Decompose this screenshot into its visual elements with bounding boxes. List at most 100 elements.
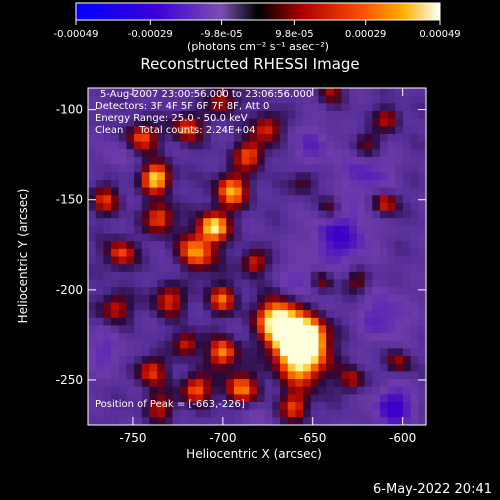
heatmap-cell — [310, 241, 320, 250]
heatmap-cell — [172, 110, 181, 120]
heatmap-cell — [111, 156, 120, 166]
heatmap-cell — [241, 310, 250, 319]
heatmap-cell — [149, 141, 158, 150]
heatmap-cell — [295, 126, 304, 135]
heatmap-cell — [218, 333, 227, 342]
heatmap-cell — [88, 371, 97, 380]
heatmap-cell — [157, 264, 166, 273]
heatmap-cell — [111, 248, 120, 258]
heatmap-cell — [379, 348, 389, 357]
heatmap-cell — [241, 363, 250, 372]
heatmap-cell — [172, 402, 181, 411]
heatmap-cell — [326, 110, 335, 120]
heatmap-cell — [157, 317, 166, 327]
heatmap-cell — [88, 402, 97, 411]
heatmap-cell — [372, 294, 381, 304]
heatmap-cell — [410, 118, 419, 127]
heatmap-cell — [264, 225, 273, 235]
heatmap-cell — [134, 264, 143, 273]
heatmap-cell — [326, 149, 335, 158]
heatmap-cell — [341, 156, 350, 166]
heatmap-cell — [118, 264, 128, 273]
heatmap-cell — [257, 317, 266, 327]
heatmap-cell — [249, 287, 258, 296]
heatmap-cell — [149, 264, 158, 273]
heatmap-cell — [310, 264, 320, 273]
heatmap-cell — [341, 233, 350, 242]
heatmap-cell — [264, 402, 273, 411]
heatmap-cell — [164, 325, 174, 334]
heatmap-cell — [118, 195, 128, 204]
heatmap-cell — [264, 149, 273, 158]
heatmap-cell — [111, 195, 120, 204]
heatmap-cell — [218, 218, 227, 227]
heatmap-cell — [103, 287, 112, 296]
heatmap-cell — [333, 218, 343, 227]
heatmap-cell — [410, 218, 419, 227]
heatmap-cell — [349, 95, 358, 104]
heatmap-cell — [118, 241, 128, 250]
heatmap-cell — [187, 356, 197, 365]
heatmap-cell — [187, 279, 197, 288]
heatmap-cell — [118, 402, 128, 411]
heatmap-cell — [341, 103, 350, 112]
heatmap-cell — [134, 179, 143, 189]
heatmap-cell — [111, 118, 120, 127]
heatmap-cell — [195, 195, 204, 204]
heatmap-cell — [249, 218, 258, 227]
heatmap-cell — [111, 402, 120, 411]
heatmap-cell — [226, 195, 235, 204]
heatmap-cell — [241, 333, 250, 342]
heatmap-cell — [118, 225, 128, 235]
heatmap-cell — [349, 187, 358, 196]
heatmap-cell — [356, 156, 366, 166]
heatmap-cell — [341, 264, 350, 273]
heatmap-cell — [318, 126, 327, 135]
heatmap-cell — [318, 302, 327, 311]
heatmap-cell — [410, 256, 419, 265]
heatmap-cell — [310, 218, 320, 227]
heatmap-cell — [410, 371, 419, 380]
heatmap-cell — [88, 225, 97, 235]
heatmap-cell — [418, 179, 426, 189]
heatmap-cell — [356, 333, 366, 342]
heatmap-cell — [180, 348, 189, 357]
heatmap-cell — [272, 409, 281, 418]
heatmap-cell — [164, 225, 174, 235]
heatmap-cell — [379, 225, 389, 235]
heatmap-cell — [203, 363, 212, 372]
heatmap-cell — [164, 195, 174, 204]
heatmap-cell — [272, 325, 281, 334]
heatmap-cell — [164, 126, 174, 135]
heatmap-cell — [103, 218, 112, 227]
heatmap-cell — [356, 294, 366, 304]
heatmap-cell — [372, 141, 381, 150]
heatmap-cell — [341, 195, 350, 204]
heatmap-cell — [349, 294, 358, 304]
heatmap-cell — [226, 394, 235, 403]
heatmap-cell — [126, 386, 135, 395]
heatmap-cell — [257, 110, 266, 120]
heatmap-cell — [195, 409, 204, 418]
heatmap-cell — [233, 394, 243, 403]
heatmap-cell — [303, 363, 312, 372]
heatmap-cell — [418, 103, 426, 112]
heatmap-cell — [372, 103, 381, 112]
heatmap-cell — [187, 302, 197, 311]
heatmap-cell — [149, 195, 158, 204]
heatmap-cell — [318, 118, 327, 127]
heatmap-cell — [402, 264, 412, 273]
heatmap-cell — [379, 195, 389, 204]
heatmap-cell — [164, 386, 174, 395]
heatmap-cell — [111, 133, 120, 143]
heatmap-cell — [372, 409, 381, 418]
heatmap-cell — [387, 103, 396, 112]
heatmap-cell — [180, 195, 189, 204]
heatmap-cell — [418, 294, 426, 304]
heatmap-cell — [333, 195, 343, 204]
heatmap-cell — [141, 156, 151, 166]
heatmap-cell — [264, 110, 273, 120]
heatmap-cell — [379, 179, 389, 189]
heatmap-cell — [418, 164, 426, 173]
heatmap-cell — [164, 356, 174, 365]
